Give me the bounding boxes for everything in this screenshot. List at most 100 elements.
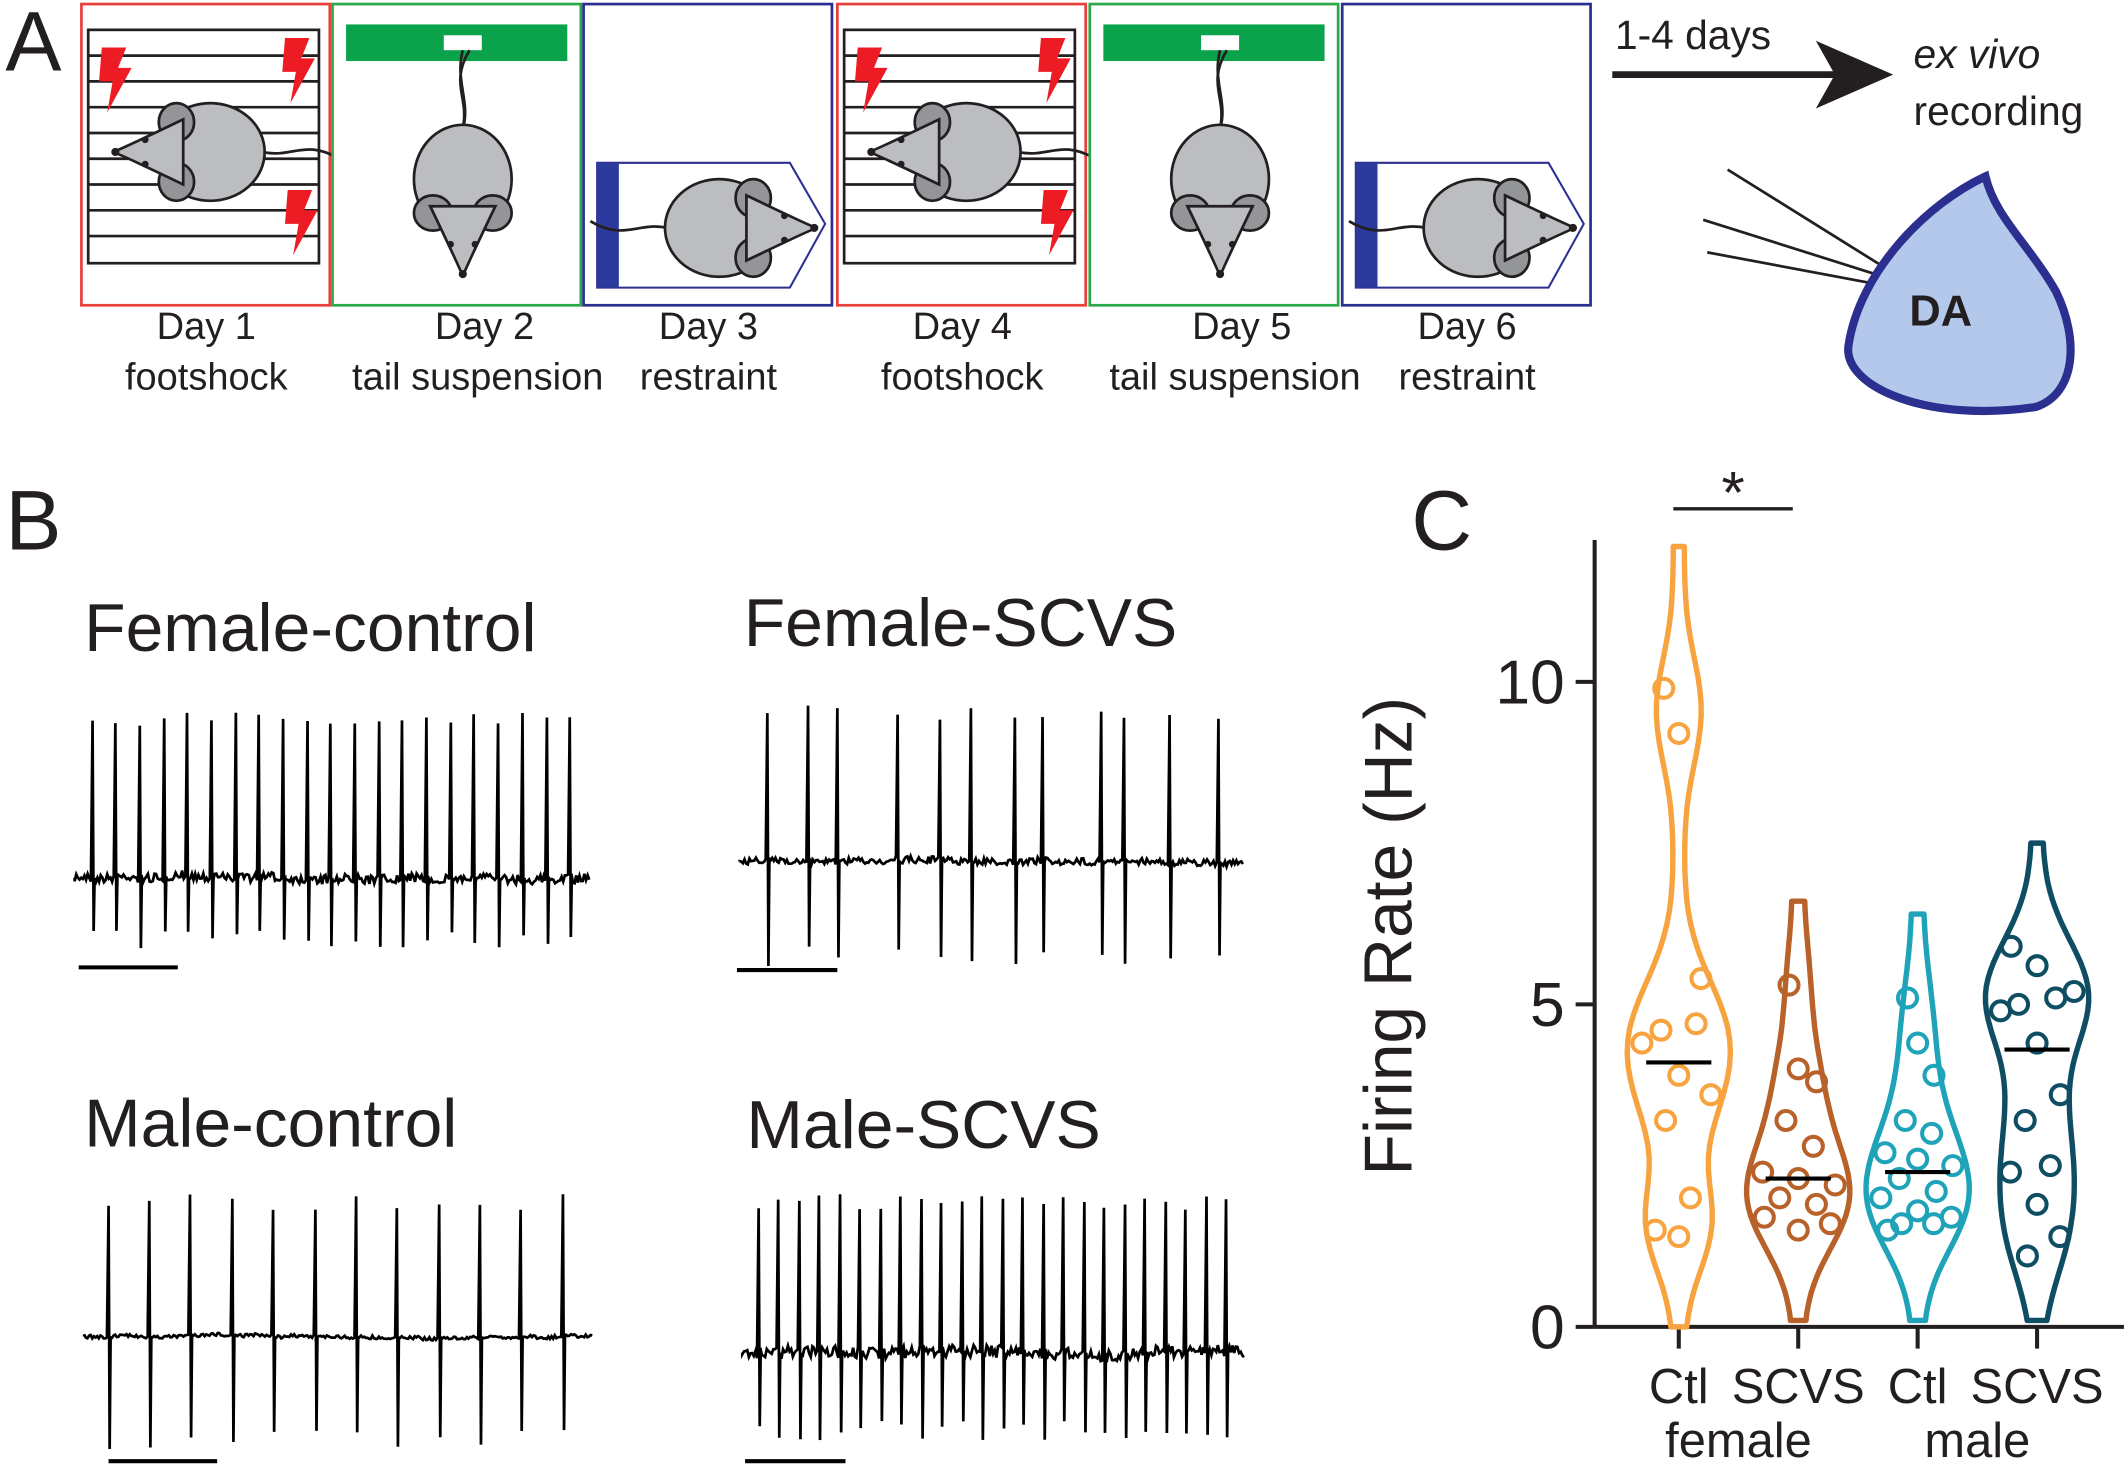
restraint-plug: [1355, 162, 1378, 288]
mouse-nose: [1216, 269, 1225, 279]
stressor-label: tail suspension: [1109, 356, 1360, 398]
panel-label: A: [5, 0, 61, 89]
trace: [73, 712, 591, 949]
day-label: Day 6: [1417, 306, 1516, 348]
day-label: Day 4: [913, 306, 1012, 348]
data-point: [2015, 1244, 2039, 1268]
stressor-label: restraint: [640, 356, 778, 398]
mouse-tail: [1216, 49, 1229, 128]
lightning: [1040, 189, 1074, 256]
day-label: Day 5: [1192, 306, 1291, 348]
mouse-eye: [1539, 212, 1547, 220]
data-point: [2025, 954, 2049, 978]
day-label: Day 1: [157, 306, 256, 348]
mouse-eye: [781, 212, 788, 220]
trace: [82, 1194, 593, 1449]
mouse-eye: [141, 136, 149, 144]
data-point: [1818, 1212, 1842, 1236]
mouse-eye: [1204, 240, 1212, 248]
x-tick-label: Ctl: [1649, 1360, 1709, 1414]
data-point: [1924, 1179, 1948, 1203]
violin: [1863, 911, 1972, 1324]
data-point: [1895, 986, 1920, 1010]
data-point: [1689, 967, 1713, 991]
group-label: female: [1665, 1414, 1812, 1468]
restraint-plug: [597, 162, 619, 288]
data-point: [2038, 1154, 2062, 1178]
trace: [741, 1194, 1245, 1441]
mouse-nose: [458, 269, 467, 279]
mouse: [1169, 49, 1271, 279]
data-point: [2048, 1225, 2072, 1249]
mouse-tail: [1348, 219, 1427, 232]
data-point: [1922, 1063, 1946, 1087]
day-label: Day 2: [435, 306, 534, 348]
panel-label: B: [5, 473, 61, 567]
x-tick-label: SCVS: [1971, 1360, 2104, 1414]
trace-label: Female-SCVS: [744, 586, 1178, 661]
violin: [1743, 898, 1853, 1324]
mouse-tail: [589, 219, 669, 232]
panel-label: C: [1411, 473, 1472, 567]
lightning: [855, 47, 888, 113]
data-point: [1823, 1173, 1847, 1197]
destination: ex vivo: [1914, 31, 2041, 77]
significance-label: *: [1721, 459, 1744, 526]
x-tick-label: Ctl: [1888, 1360, 1948, 1414]
mouse-nose: [867, 147, 876, 157]
mouse-eye: [471, 240, 479, 248]
data-point: [1699, 1083, 1723, 1107]
mouse: [589, 177, 819, 279]
arrowhead: [1815, 40, 1894, 109]
data-point: [1906, 1031, 1930, 1055]
data-point: [1654, 1108, 1678, 1133]
data-point: [1887, 1167, 1911, 1191]
y-tick-label: 0: [1530, 1294, 1565, 1363]
data-point: [1667, 1225, 1691, 1249]
lightning: [1038, 37, 1071, 104]
mouse-nose: [111, 147, 120, 157]
stressor-label: restraint: [1398, 356, 1536, 398]
neuron: [1844, 170, 2075, 415]
y-axis-label: Firing Rate (Hz): [1351, 697, 1426, 1176]
mouse-nose: [1568, 223, 1578, 233]
shock-grid: [842, 28, 1077, 265]
data-point: [1678, 1186, 1702, 1210]
suspension-clip: [1201, 35, 1240, 51]
data-point: [1873, 1141, 1897, 1165]
mouse: [1348, 177, 1578, 279]
data-point: [1804, 1192, 1828, 1216]
data-point: [1869, 1186, 1893, 1210]
data-point: [1652, 676, 1676, 700]
stressor-label: tail suspension: [352, 356, 603, 398]
data-point: [1999, 934, 2023, 958]
day-label: Day 3: [659, 306, 758, 348]
lightning: [99, 47, 132, 113]
data-point: [1876, 1218, 1900, 1242]
mouse: [412, 49, 513, 279]
data-point: [2062, 979, 2086, 1004]
trace: [738, 705, 1245, 966]
mouse-eye: [897, 136, 905, 144]
data-point: [1804, 1070, 1829, 1094]
stressor-label: footshock: [881, 356, 1045, 398]
trace-label: Male-SCVS: [746, 1088, 1100, 1163]
data-point: [1922, 1212, 1946, 1236]
data-point: [1774, 1108, 1798, 1133]
mouse-eye: [447, 240, 454, 248]
data-point: [1768, 1186, 1792, 1210]
data-point: [1751, 1160, 1775, 1184]
data-point: [1684, 1012, 1708, 1036]
mouse-nose: [810, 223, 819, 233]
lightning: [285, 189, 318, 256]
data-point: [1906, 1147, 1930, 1171]
data-point: [2013, 1108, 2037, 1133]
trace-label: Male-control: [84, 1086, 457, 1161]
lightning: [282, 37, 315, 104]
mouse-eye: [781, 236, 788, 244]
stressor-label: footshock: [125, 356, 289, 398]
data-point: [1998, 1160, 2022, 1184]
mouse-tail: [1017, 148, 1096, 160]
data-point: [1989, 999, 2013, 1023]
